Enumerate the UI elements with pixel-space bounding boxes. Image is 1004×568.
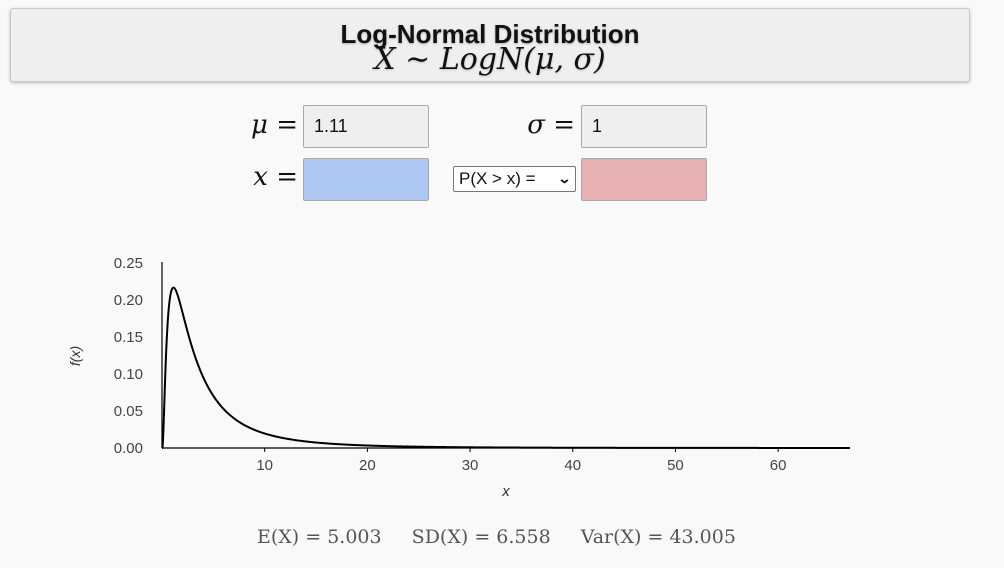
x-tick-label: 40 [564, 457, 581, 474]
probability-output[interactable] [581, 158, 707, 201]
y-axis-label: f(x) [67, 346, 83, 366]
chevron-down-icon: ⌄ [557, 171, 572, 186]
mu-label: μ = [251, 110, 298, 140]
probability-type-value: P(X > x) = [459, 169, 536, 188]
density-chart: 0.000.050.100.150.200.25 10 20 30 40 50 60 x … [67, 255, 850, 500]
probability-type-select[interactable]: P(X > x) = ⌄ [453, 166, 576, 192]
y-axis-ticks: 0.00 0.05 0.10 0.15 0.20 0.25 [114, 255, 143, 457]
sigma-input[interactable] [581, 105, 707, 148]
y-tick-label: 0.00 [114, 440, 143, 457]
x-tick-label: 60 [770, 457, 787, 474]
distribution-notation: X ∼ LogN(μ, σ) [374, 42, 606, 77]
y-tick-label: 0.25 [114, 255, 143, 272]
y-tick-label: 0.20 [114, 292, 143, 309]
sigma-label: σ = [527, 110, 575, 140]
x-axis-label: x [501, 483, 510, 500]
x-tick-label: 10 [256, 457, 273, 474]
sd-stat: SD(X) = 6.558 [411, 526, 551, 548]
density-curve [161, 286, 850, 449]
y-tick-label: 0.15 [114, 329, 143, 346]
y-tick-label: 0.10 [114, 366, 143, 383]
variance-stat: Var(X) = 43.005 [580, 526, 736, 548]
y-tick-label: 0.05 [114, 403, 143, 420]
header-panel: Log-Normal Distribution X ∼ LogN(μ, σ) [10, 8, 970, 82]
x-tick-label: 30 [462, 457, 479, 474]
x-tick-label: 20 [359, 457, 376, 474]
summary-stats: E(X) = 5.003 SD(X) = 6.558 Var(X) = 43.0… [257, 526, 760, 548]
page-title: Log-Normal Distribution [340, 19, 640, 49]
mu-input[interactable] [303, 105, 429, 148]
x-axis-ticks: 10 20 30 40 50 60 [256, 448, 786, 474]
mean-stat: E(X) = 5.003 [257, 526, 382, 548]
x-tick-label: 50 [667, 457, 684, 474]
x-input[interactable] [303, 158, 429, 201]
x-label: x = [253, 162, 298, 192]
